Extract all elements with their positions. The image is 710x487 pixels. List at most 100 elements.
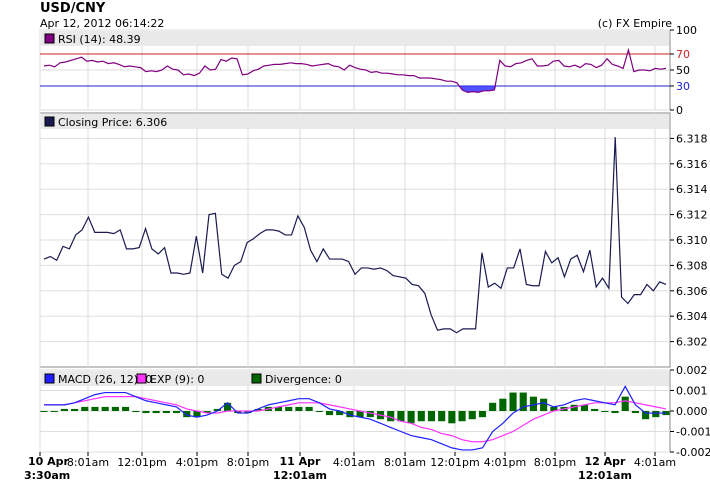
y-tick-label: -0.001	[676, 426, 710, 439]
divergence-bar	[213, 408, 221, 411]
y-tick-label: 50	[676, 64, 690, 77]
divergence-bar	[509, 392, 517, 411]
divergence-bar	[540, 398, 548, 411]
rsi-panel: 100 70 50 30 0 RSI (14): 48.39	[39, 24, 697, 117]
divergence-bar	[580, 404, 588, 411]
divergence-bar	[132, 411, 140, 412]
price-line	[43, 137, 667, 334]
divergence-bar	[325, 411, 334, 416]
exp-line	[44, 396, 667, 443]
divergence-bar	[448, 411, 456, 424]
divergence-bar	[356, 411, 364, 418]
divergence-bar	[81, 406, 89, 411]
rsi-legend-swatch	[44, 33, 55, 44]
y-tick-label: 6.304	[676, 310, 708, 323]
x-time-label: 8:01am	[67, 456, 109, 469]
price-panel: 6.318 6.316 6.314 6.312 6.310 6.308 6.306 6.304…	[39, 112, 708, 368]
divergence-bar	[162, 411, 170, 414]
x-time-label: 12:01am	[578, 469, 632, 482]
copyright-label: (c) FX Empire	[597, 17, 672, 30]
divergence-bar	[40, 411, 48, 412]
divergence-bar	[631, 411, 639, 414]
divergence-bar	[91, 406, 99, 411]
divergence-bar	[407, 411, 415, 424]
divergence-bar	[519, 392, 527, 411]
divergence-bar	[315, 411, 323, 412]
x-time-label: 8:01am	[384, 456, 426, 469]
macd-legend-label: MACD (26, 12): 0	[58, 373, 152, 386]
y-tick-label: 30	[676, 80, 690, 93]
x-date-label: 11 Apr	[280, 455, 322, 468]
divergence-legend-swatch	[251, 373, 262, 384]
y-tick-label: 0.000	[676, 405, 708, 418]
divergence-bar	[601, 411, 609, 412]
rsi-legend-label: RSI (14): 48.39	[58, 33, 141, 46]
x-time-label: 12:01pm	[117, 456, 166, 469]
x-time-label: 4:01am	[634, 456, 676, 469]
divergence-bar	[71, 408, 79, 411]
y-tick-label: -0.002	[676, 446, 710, 459]
divergence-bar	[642, 411, 650, 420]
divergence-bar	[101, 406, 109, 411]
divergence-bar	[550, 406, 558, 411]
price-legend-swatch	[44, 116, 55, 127]
y-tick-label: 6.306	[676, 285, 708, 298]
divergence-bar	[591, 408, 599, 411]
divergence-bar	[346, 411, 354, 418]
y-tick-label: 6.316	[676, 158, 708, 171]
x-time-label: 12:01am	[273, 469, 327, 482]
y-tick-label: 6.318	[676, 132, 708, 145]
divergence-bar	[234, 411, 242, 414]
legend-bar	[41, 31, 669, 46]
divergence-bar	[60, 408, 68, 411]
chart-timestamp: Apr 12, 2012 06:14:22	[40, 17, 165, 30]
divergence-bar	[478, 411, 487, 418]
divergence-bar	[111, 406, 119, 411]
y-tick-label: 70	[676, 48, 690, 61]
divergence-bar	[142, 411, 150, 414]
macd-legend-swatch	[44, 373, 55, 384]
divergence-bar	[336, 411, 344, 416]
y-tick-label: 0.002	[676, 364, 708, 377]
divergence-bar	[305, 406, 313, 411]
divergence-bar	[152, 411, 160, 414]
divergence-bar	[203, 411, 211, 414]
divergence-bar	[172, 411, 181, 414]
price-legend-label: Closing Price: 6.306	[58, 116, 167, 129]
divergence-bar	[397, 411, 405, 422]
divergence-bar	[417, 411, 425, 422]
y-tick-label: 0	[676, 104, 683, 117]
divergence-bar	[427, 411, 436, 422]
x-time-label: 12:01pm	[430, 456, 479, 469]
divergence-bar	[621, 396, 629, 411]
divergence-bar	[438, 411, 446, 422]
y-tick-label: 0.001	[676, 385, 708, 398]
divergence-bar	[489, 402, 497, 411]
divergence-bar	[193, 411, 201, 418]
legend-bar	[41, 371, 669, 386]
divergence-bar	[183, 411, 191, 418]
x-time-label: 4:01pm	[484, 456, 526, 469]
chart-title: USD/CNY	[40, 1, 106, 16]
divergence-bar	[611, 411, 619, 414]
divergence-bar	[244, 411, 252, 414]
divergence-bar	[570, 404, 578, 411]
y-tick-label: 100	[676, 24, 697, 37]
macd-panel: 0.002 0.001 0.000 -0.001 -0.002 MACD (26, 12)…	[39, 364, 710, 459]
x-date-label: 10 Apr	[28, 455, 70, 468]
x-time-label: 3:30am	[24, 469, 70, 482]
divergence-bar	[458, 411, 466, 422]
macd-line	[44, 385, 666, 451]
divergence-bar	[499, 398, 507, 411]
x-time-label: 8:01pm	[534, 456, 576, 469]
divergence-bar	[529, 396, 538, 411]
divergence-bar	[50, 411, 58, 412]
y-tick-label: 6.312	[676, 209, 708, 222]
x-time-label: 4:01am	[333, 456, 375, 469]
x-date-label: 12 Apr	[585, 455, 627, 468]
divergence-bar	[274, 406, 283, 411]
divergence-bar	[122, 406, 130, 411]
exp-legend-label: EXP (9): 0	[150, 373, 204, 386]
rsi-line	[43, 47, 667, 94]
